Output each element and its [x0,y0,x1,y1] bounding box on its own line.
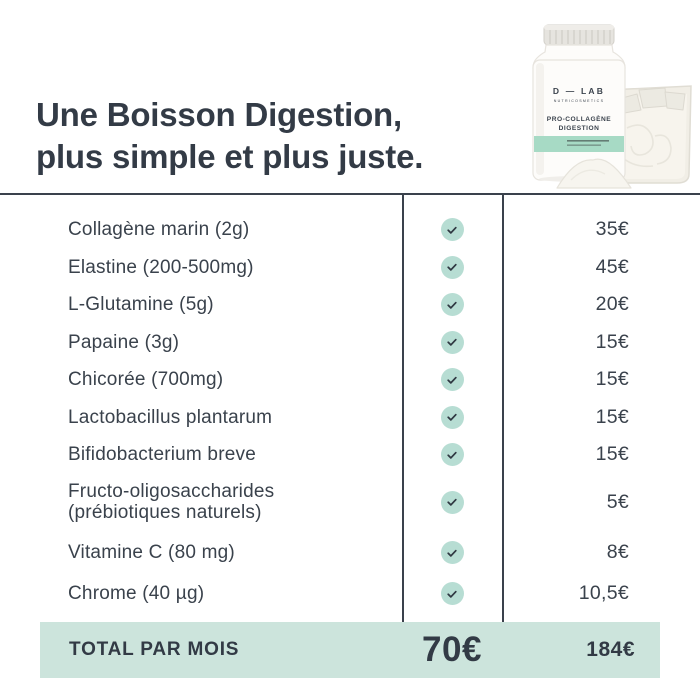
price-label: 15€ [595,368,629,391]
ingredient-label: Bifidobacterium breve [68,444,256,466]
price-label: 15€ [595,330,629,353]
check-cell [402,255,502,279]
milk-glass [607,85,692,184]
check-icon [440,582,464,605]
ingredient-label: Papaine (3g) [68,331,180,353]
ingredient-label: Vitamine C (80 mg) [68,542,235,563]
table-row: Fructo-oligosaccharides (prébiotiques na… [0,474,700,531]
table-row: Lactobacillus plantarum 15€ [0,399,700,437]
check-icon [440,218,464,242]
check-cell [402,368,502,392]
table-row: Papaine (3g) 15€ [0,324,700,362]
check-cell [402,541,502,564]
check-icon [440,490,464,514]
page-title-line1: Une Boisson Digestion, [36,96,402,134]
price-label: 15€ [595,443,629,466]
ingredient-label: Chrome (40 µg) [68,583,205,604]
check-icon [440,405,464,429]
table-row: L-Glutamine (5g) 20€ [0,286,700,324]
check-cell [402,218,502,242]
total-sum-price: 184€ [586,638,635,661]
ingredient-label: Collagène marin (2g) [68,219,250,241]
price-label: 20€ [595,293,629,316]
table-row: Vitamine C (80 mg) 8€ [0,531,700,575]
page-title-line2: plus simple et plus juste. [36,138,424,176]
table-row: Bifidobacterium breve 15€ [0,436,700,474]
check-cell [402,330,502,354]
check-cell [402,490,502,514]
table-row: Chrome (40 µg) 10,5€ [0,575,700,613]
page-title: Une Boisson Digestion, plus simple et pl… [36,94,423,178]
bottle-cap [543,24,615,46]
label-fineprint-line [567,140,609,142]
ingredient-label: Fructo-oligosaccharides (prébiotiques na… [68,481,275,523]
label-fineprint-line [567,144,601,146]
total-product-price: 70€ [422,630,482,669]
ingredient-label: Lactobacillus plantarum [68,406,273,428]
comparison-table: Collagène marin (2g) 35€ Elastine (200-5… [0,193,700,622]
bottle-label-band [534,136,624,152]
check-icon [440,255,464,279]
powder-pile [556,158,632,189]
price-label: 45€ [595,255,629,278]
ingredient-label: L-Glutamine (5g) [68,294,214,316]
bottle-label-line1: PRO-COLLAGÈNE [547,114,611,123]
check-cell [402,582,502,605]
price-label: 5€ [606,490,629,513]
total-row: TOTAL PAR MOIS 70€ 184€ [40,622,660,678]
total-label: TOTAL PAR MOIS [69,639,240,660]
check-cell [402,293,502,317]
column-divider-left [402,195,404,622]
check-cell [402,443,502,467]
table-row: Elastine (200-500mg) 45€ [0,249,700,287]
product-photo: D — LAB NUTRICOSMETICS PRO-COLLAGÈNE DIG… [505,8,700,193]
check-icon [440,330,464,354]
price-label: 10,5€ [578,582,629,604]
check-icon [440,541,464,564]
product-bottle: D — LAB NUTRICOSMETICS PRO-COLLAGÈNE DIG… [532,24,626,182]
table-row: Collagène marin (2g) 35€ [0,211,700,249]
bottle-brand-sub: NUTRICOSMETICS [554,99,605,103]
price-label: 15€ [595,405,629,428]
table-row: Chicorée (700mg) 15€ [0,361,700,399]
check-cell [402,405,502,429]
check-icon [440,293,464,317]
bottle-label-line2: DIGESTION [559,125,600,132]
bottle-brand: D — LAB [553,86,605,96]
check-icon [440,443,464,467]
check-icon [440,368,464,392]
ingredient-label: Chicorée (700mg) [68,369,224,391]
ingredient-label: Elastine (200-500mg) [68,256,254,278]
price-label: 8€ [606,541,629,563]
column-divider-right [502,195,504,622]
price-label: 35€ [595,218,629,241]
